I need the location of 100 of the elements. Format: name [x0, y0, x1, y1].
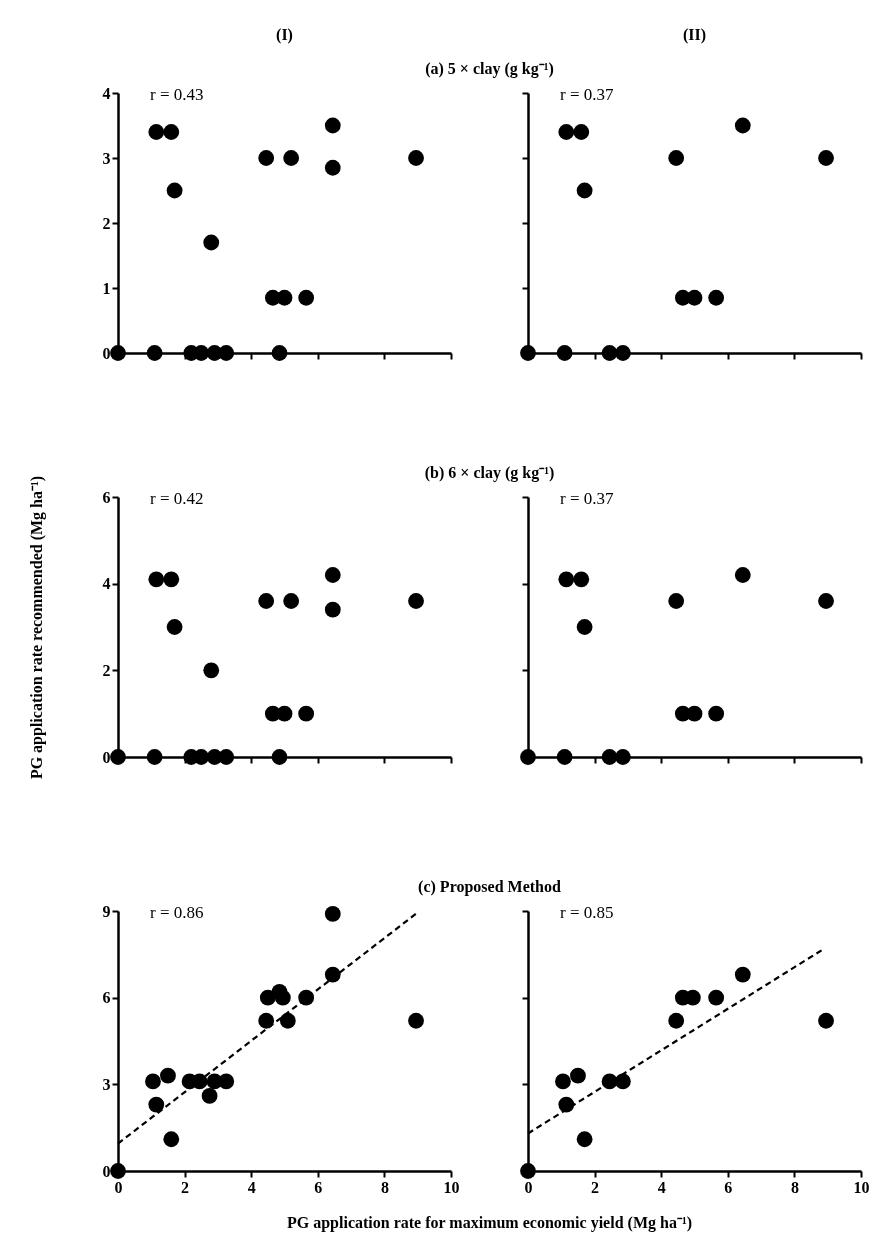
point — [110, 345, 126, 361]
x-tick-label: 10 — [443, 1178, 460, 1196]
point — [160, 1067, 176, 1084]
x-tick-label: 4 — [657, 1178, 666, 1196]
y-tick-label: 1 — [102, 279, 111, 297]
y-tick-label: 3 — [102, 149, 111, 167]
point — [708, 705, 725, 722]
point — [166, 182, 183, 199]
point — [271, 345, 288, 361]
point — [558, 571, 575, 588]
y-tick-label: 0 — [102, 344, 111, 362]
y-tick-label: 2 — [102, 661, 111, 679]
point — [163, 124, 180, 140]
point — [324, 906, 341, 922]
point — [258, 1012, 275, 1029]
point — [576, 619, 593, 635]
point — [258, 593, 275, 609]
point — [408, 150, 424, 166]
point — [148, 124, 165, 140]
point — [408, 593, 424, 609]
y-tick-label: 2 — [102, 214, 111, 232]
annotation: r = 0.43 — [150, 85, 204, 104]
point — [110, 749, 126, 765]
point — [283, 150, 300, 166]
point — [708, 289, 725, 306]
x-axis-title: PG application rate for maximum economic yield (Mg ha⁻¹) — [287, 1214, 692, 1232]
x-tick-label: 4 — [247, 1178, 256, 1196]
point — [708, 989, 725, 1006]
point — [818, 1012, 834, 1029]
point — [258, 150, 275, 166]
annotation: r = 0.42 — [150, 489, 204, 508]
y-axis-title: PG application rate recommended (Mg ha⁻¹) — [27, 475, 46, 780]
point — [686, 705, 703, 722]
text: (c) Proposed Method — [418, 878, 561, 896]
point — [576, 1131, 593, 1148]
x-tick-label: 0 — [114, 1178, 123, 1196]
point — [556, 749, 573, 765]
y-tick-label: 4 — [102, 84, 111, 102]
point — [283, 593, 300, 609]
point — [279, 1012, 296, 1029]
text: (a) 5 × clay (g kg⁻¹) — [425, 60, 554, 78]
x-tick-label: 8 — [380, 1178, 389, 1196]
point — [145, 1073, 161, 1090]
point — [576, 182, 593, 199]
point — [686, 289, 703, 306]
point — [324, 601, 341, 618]
point — [298, 705, 315, 722]
point — [218, 345, 235, 361]
x-tick-label: 6 — [724, 1178, 733, 1196]
point — [146, 749, 163, 765]
point — [615, 749, 631, 765]
point — [324, 159, 341, 176]
chart-title: (II) — [682, 26, 707, 44]
point — [734, 567, 751, 583]
y-tick-label: 0 — [102, 1162, 111, 1180]
point — [818, 593, 834, 609]
point — [573, 571, 590, 588]
point — [818, 150, 834, 166]
annotation: r = 0.37 — [560, 489, 614, 508]
point — [276, 705, 293, 722]
point — [166, 619, 183, 635]
x-tick-label: 6 — [314, 1178, 323, 1196]
point — [163, 571, 180, 588]
x-tick-label: 8 — [790, 1178, 799, 1196]
y-tick-label: 9 — [102, 902, 111, 920]
point — [520, 749, 536, 765]
point — [558, 124, 575, 140]
point — [324, 117, 341, 134]
y-tick-label: 4 — [102, 575, 111, 593]
point — [148, 571, 165, 588]
y-tick-label: 6 — [102, 488, 111, 506]
point — [556, 345, 573, 361]
x-tick-label: 2 — [591, 1178, 600, 1196]
chart-title: (I) — [276, 26, 293, 44]
point — [408, 1012, 424, 1029]
point — [570, 1067, 586, 1084]
point — [218, 1073, 235, 1090]
point — [668, 1012, 685, 1029]
point — [734, 966, 751, 983]
point — [573, 124, 590, 140]
point — [734, 117, 751, 134]
annotation: r = 0.85 — [560, 903, 614, 922]
point — [324, 966, 341, 983]
point — [324, 567, 341, 583]
point — [298, 289, 315, 306]
point — [276, 289, 293, 306]
point — [615, 345, 631, 361]
x-tick-label: 10 — [853, 1178, 870, 1196]
point — [203, 662, 220, 679]
point — [259, 989, 276, 1006]
point — [520, 345, 536, 361]
point — [274, 989, 291, 1006]
x-tick-label: 2 — [181, 1178, 190, 1196]
annotation: r = 0.37 — [560, 85, 614, 104]
y-tick-label: 3 — [102, 1075, 111, 1093]
point — [615, 1073, 631, 1090]
annotation: r = 0.86 — [150, 903, 204, 922]
point — [110, 1163, 126, 1179]
text: (b) 6 × clay (g kg⁻¹) — [424, 464, 555, 482]
point — [218, 749, 235, 765]
